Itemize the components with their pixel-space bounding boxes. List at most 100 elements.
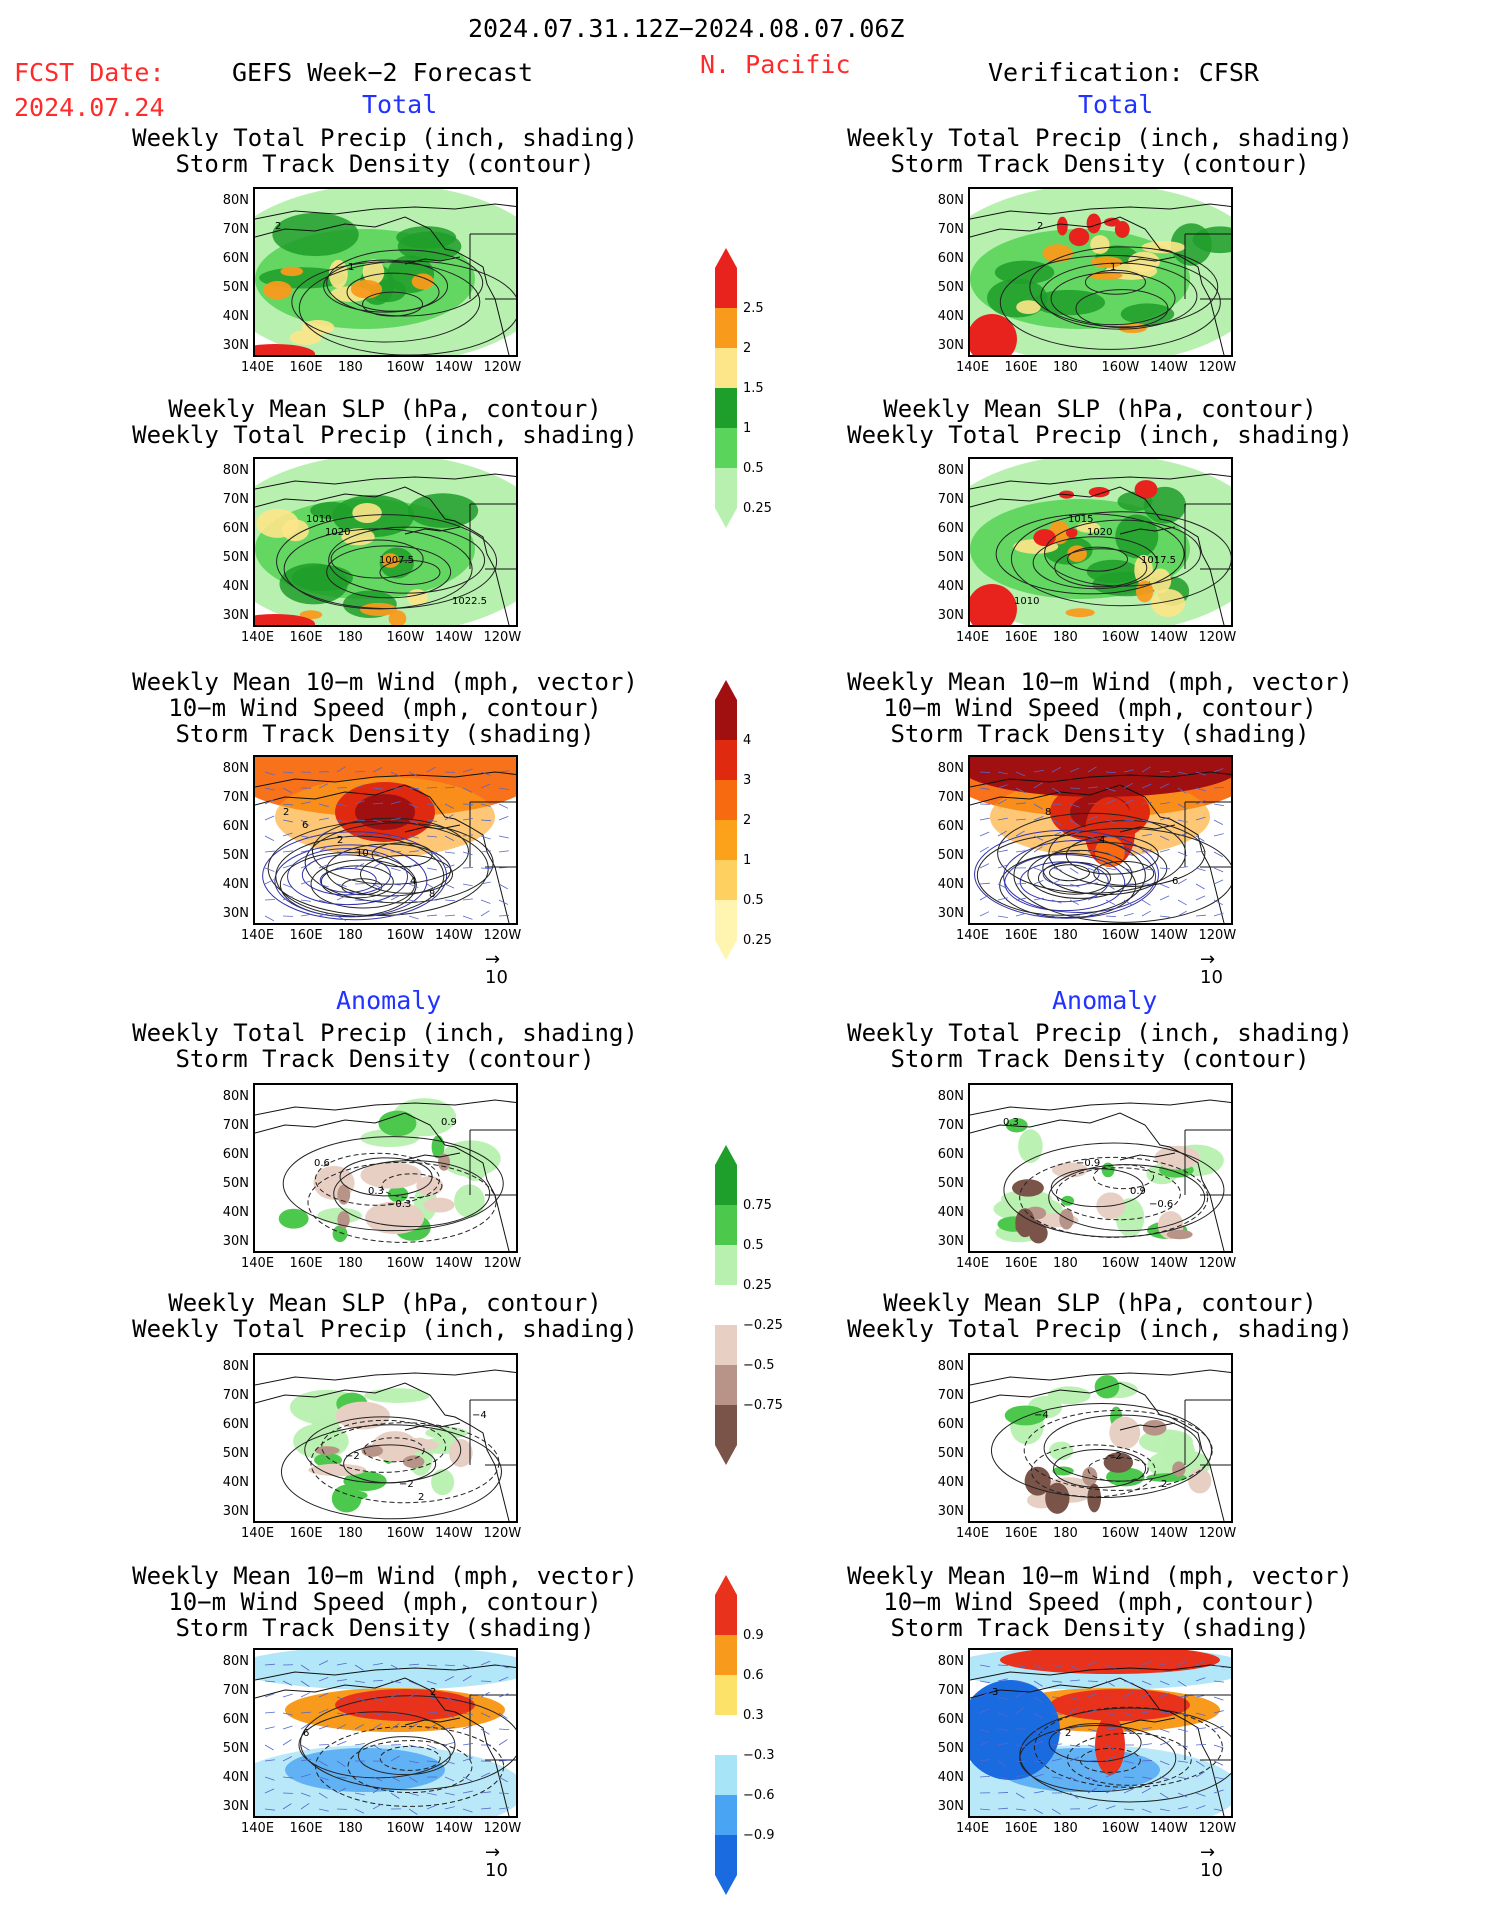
panel-title-line: Weekly Mean SLP (hPa, contour): [883, 1289, 1317, 1317]
panel-title: Weekly Mean 10−m Wind (mph, vector) 10−m …: [85, 669, 685, 747]
lat-tick-label: 80N: [222, 1089, 249, 1104]
wind-vector: [1051, 1728, 1062, 1734]
contour-label: 6: [302, 820, 308, 831]
contour-line: [379, 559, 441, 585]
wind-vector: [1232, 884, 1233, 888]
contour-label: 8: [429, 889, 435, 900]
wind-vector: [1033, 1760, 1044, 1763]
colorbar-cap: [715, 940, 737, 960]
shading-blob: [362, 259, 385, 285]
contour-label: −2: [1107, 1451, 1122, 1462]
lat-tick-label: 70N: [937, 492, 964, 507]
wind-vector: [1232, 852, 1233, 857]
wind-vector: [517, 1777, 518, 1779]
wind-vector: [444, 851, 455, 854]
coastline: [255, 486, 510, 625]
shading-blob: [291, 564, 353, 592]
vector-reference-value: 10: [1200, 1860, 1223, 1881]
wind-vector: [1033, 897, 1044, 901]
wind-vector: [1232, 1777, 1233, 1779]
lon-tick-label: 140E: [956, 1256, 990, 1271]
lat-tick-label: 50N: [222, 1741, 249, 1756]
shading-blob: [1050, 1689, 1190, 1721]
wind-vector: [336, 1760, 346, 1767]
wind-vector: [282, 819, 293, 823]
map-panel: −2 −4 −2 2: [253, 1353, 518, 1523]
wind-vector: [408, 850, 419, 853]
lat-tick-label: 70N: [937, 790, 964, 805]
shading-blob: [1024, 1466, 1051, 1496]
contour-line: [298, 1711, 456, 1779]
colorbar-swatch: [715, 1795, 737, 1835]
shading-blob: [1066, 528, 1078, 538]
panel-title: Weekly Mean 10−m Wind (mph, vector) 10−m …: [85, 1563, 685, 1641]
total-label-left: Total: [362, 90, 438, 119]
panel-title-line: Storm Track Density (shading): [175, 720, 595, 748]
contour-line: [1044, 519, 1202, 587]
vector-reference: → 10: [485, 951, 508, 989]
colorbar-label: 4: [743, 733, 752, 748]
wind-vector: [498, 883, 508, 890]
colorbar-swatch: [715, 308, 737, 348]
wind-vector: [517, 804, 518, 808]
lon-tick-label: 140W: [1150, 1821, 1188, 1836]
wind-vector: [480, 881, 491, 885]
shading-blob: [970, 314, 1017, 355]
contour-line: [1030, 1444, 1156, 1498]
wind-vector: [336, 1662, 347, 1666]
wind-vector: [282, 1725, 293, 1730]
shading-blob: [1154, 1145, 1200, 1170]
wind-vector: [264, 1693, 275, 1698]
wind-vector: [1087, 1744, 1098, 1749]
panel-title-line: Weekly Mean 10−m Wind (mph, vector): [132, 668, 638, 696]
wind-vector: [372, 767, 383, 773]
contour-line: [314, 1152, 440, 1206]
wind-vector: [282, 850, 293, 853]
wind-vector: [1159, 867, 1170, 870]
wind-vector: [372, 1679, 384, 1682]
colorbar-label: 1.5: [743, 381, 764, 396]
colorbar-label: −0.5: [743, 1358, 775, 1373]
contour-line: [1019, 861, 1109, 903]
lon-tick-label: 160E: [1004, 1526, 1038, 1541]
shading-blob: [1004, 1405, 1047, 1426]
lat-tick-label: 30N: [222, 1799, 249, 1814]
wind-vector: [1105, 851, 1116, 858]
wind-vector: [1141, 1692, 1152, 1698]
wind-vector: [426, 1744, 437, 1750]
wind-vector: [1087, 849, 1098, 853]
panel-title-line: Weekly Total Precip (inch, shading): [847, 124, 1353, 152]
wind-vector: [300, 819, 310, 826]
contour-line: [999, 853, 1137, 919]
coastline: [255, 203, 516, 220]
wind-vector: [979, 771, 991, 773]
wind-vector: [390, 1664, 401, 1670]
lat-tick-label: 30N: [222, 338, 249, 353]
wind-vector: [1015, 771, 1026, 777]
wind-vector: [318, 1660, 329, 1666]
panel-title-line: Storm Track Density (contour): [890, 1045, 1310, 1073]
contour-label: −0.9: [1076, 1158, 1100, 1169]
lon-tick-label: 160W: [1101, 1256, 1140, 1271]
wind-vector: [354, 784, 365, 789]
wind-vector: [517, 836, 518, 840]
wind-vector: [462, 1808, 473, 1813]
wind-vector: [1195, 1712, 1206, 1717]
colorbar-swatch: [715, 1715, 737, 1755]
wind-vector: [498, 803, 509, 809]
wind-vector: [282, 787, 293, 794]
wind-vector: [462, 1664, 473, 1670]
shading-blob: [1016, 300, 1041, 315]
wind-vector: [1105, 799, 1116, 805]
lat-tick-label: 80N: [222, 463, 249, 478]
wind-vector: [1177, 787, 1187, 794]
colorbar-swatch: [715, 1595, 737, 1635]
wind-vector: [1141, 1710, 1152, 1714]
wind-vector: [1033, 1664, 1044, 1670]
wind-vector: [1069, 1679, 1080, 1682]
colorbar-label: 0.5: [743, 893, 764, 908]
wind-vector: [390, 867, 401, 872]
wind-vector: [498, 867, 510, 869]
vector-reference: → 10: [1200, 951, 1223, 989]
